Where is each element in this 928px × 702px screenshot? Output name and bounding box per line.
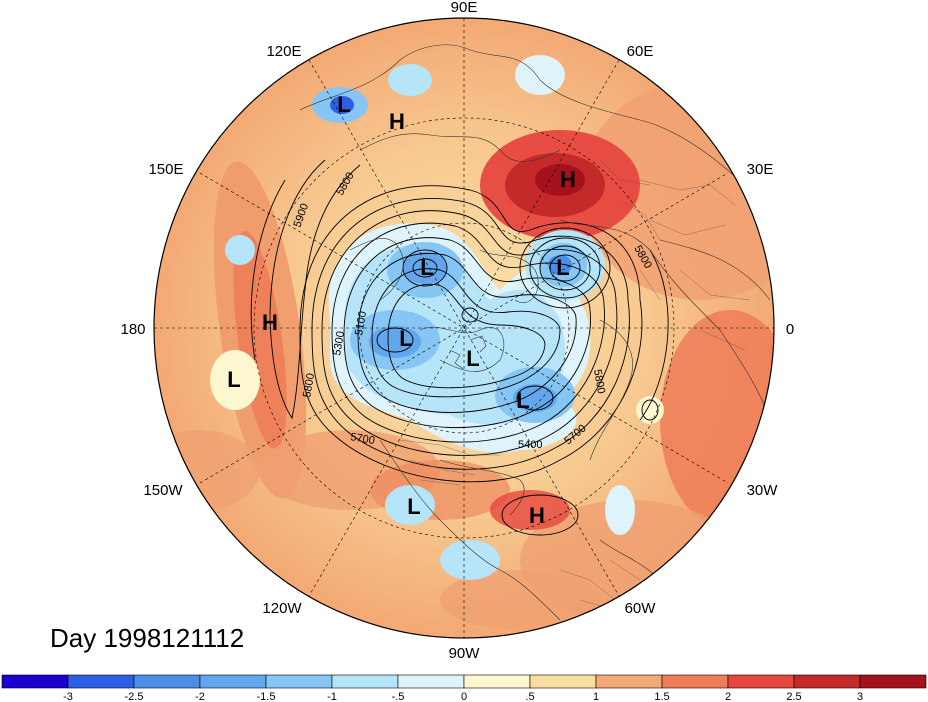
colorbar-swatch [1,674,69,689]
colorbar-swatch [331,674,399,689]
colorbar-tick-label: -2.5 [125,691,144,702]
colorbar-swatch [265,674,333,689]
contour-label: 5800 [591,368,607,394]
lon-label-150W: 150W [143,482,183,499]
colorbar-swatch [463,674,531,689]
low-center-marker: L [399,326,412,351]
colorbar-swatch [67,674,135,689]
low-center-marker: L [516,388,529,413]
high-center-marker: H [560,167,576,192]
low-center-marker: L [227,367,240,392]
low-center-marker: L [420,255,433,280]
lon-label-30W: 30W [747,482,779,499]
longitude-labels: 90E 60E 30E 0 30W 60W 90W 120W 150W 180 … [120,0,794,662]
colorbar-tick-label: 2 [725,691,731,702]
colorbar-swatch [397,674,465,689]
lon-label-150E: 150E [148,161,183,178]
high-center-marker: H [389,109,405,134]
lon-label-90E: 90E [451,0,478,16]
contour-label: 5800 [301,372,317,398]
colorbar-tick-label: -2 [195,691,205,702]
high-center-marker: H [529,503,545,528]
colorbar-swatch [793,674,861,689]
colorbar-tick-label: 2.5 [786,691,801,702]
lon-label-60E: 60E [627,43,654,60]
height-contours [250,159,669,536]
day-label: Day 1998121112 [50,623,244,653]
colorbar-tick-label: -1.5 [257,691,276,702]
lon-label-0: 0 [786,321,794,338]
colorbar-tick-label: 3 [857,691,863,702]
colorbar-tick-label: -1 [327,691,337,702]
colorbar: -3 -2.5 -2 -1.5 -1 -.5 0 .5 1 1.5 2 2.5 3 [1,674,927,702]
country-borders [399,159,751,611]
map-boundary [153,17,775,639]
lon-label-180: 180 [120,321,145,338]
anomaly-field [154,18,774,638]
lon-label-30E: 30E [747,161,774,178]
lon-label-60W: 60W [625,600,657,617]
colorbar-swatch [859,674,927,689]
colorbar-tick-label: .5 [525,691,534,702]
low-center-marker: L [556,255,569,280]
lon-label-120E: 120E [266,43,301,60]
colorbar-swatch [727,674,795,689]
colorbar-tick-label: 1 [593,691,599,702]
contour-label: 5300 [331,330,347,356]
lon-label-90W: 90W [449,645,481,662]
contour-label: 5400 [518,439,542,451]
colorbar-swatch [661,674,729,689]
colorbar-swatch [595,674,663,689]
colorbar-tick-label: -3 [63,691,73,702]
contour-label: 5700 [349,431,375,447]
colorbar-swatch [133,674,201,689]
lon-label-120W: 120W [262,600,302,617]
colorbar-swatch [199,674,267,689]
colorbar-tick-label: -.5 [392,691,405,702]
low-center-marker: L [466,346,479,371]
colorbar-tick-label: 1.5 [654,691,669,702]
colorbar-tick-label: 0 [461,691,467,702]
contour-label: 5100 [353,310,369,336]
high-center-marker: H [262,310,278,335]
pressure-centers: L H H L L H L L L L L H [227,92,576,528]
colorbar-swatch [529,674,597,689]
low-center-marker: L [407,494,420,519]
low-center-marker: L [337,92,350,117]
graticule [154,18,774,638]
